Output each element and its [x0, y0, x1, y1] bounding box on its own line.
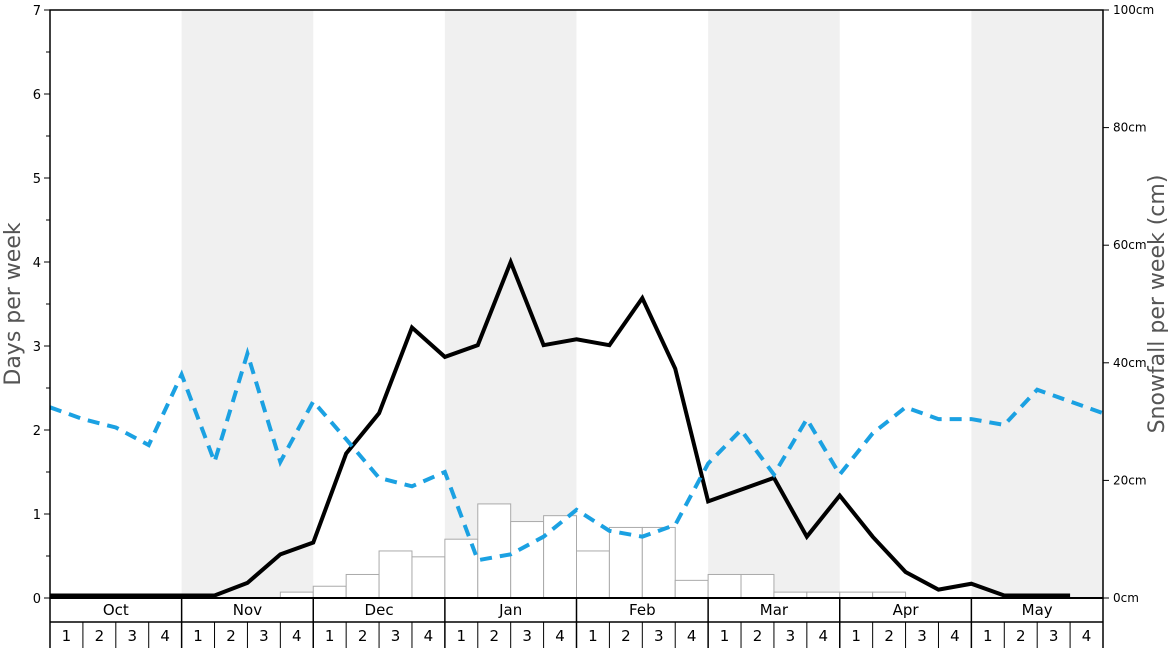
- lines-layer: [49, 256, 1104, 598]
- month-label-jan: Jan: [498, 601, 522, 619]
- week-label: 1: [325, 627, 335, 645]
- week-label: 1: [983, 627, 993, 645]
- week-label: 4: [292, 627, 302, 645]
- snowfall-bar: [641, 526, 676, 599]
- snowfall-bar: [543, 515, 577, 599]
- week-label: 4: [555, 627, 565, 645]
- snowfall-bar: [674, 579, 709, 599]
- snowfall-bar: [345, 573, 380, 599]
- y-left-tick-label: 2: [33, 424, 41, 439]
- y-right-tick-label: 80cm: [1113, 121, 1147, 135]
- month-shade-may: [971, 10, 1103, 598]
- week-label: 3: [1049, 627, 1059, 645]
- snowfall-bar: [608, 526, 643, 599]
- week-label: 2: [753, 627, 763, 645]
- solid-series-line: [50, 256, 1071, 598]
- snowfall-bar: [312, 585, 347, 599]
- week-label: 2: [621, 627, 631, 645]
- week-label: 3: [917, 627, 927, 645]
- y-right-axis-title: Snowfall per week (cm): [1145, 175, 1168, 434]
- month-shade-nov: [181, 10, 314, 598]
- week-label: 1: [457, 627, 467, 645]
- week-label: 4: [1082, 627, 1092, 645]
- axis-labels-layer: Days per week Snowfall per week (cm): [1, 175, 1168, 434]
- y-left-tick-label: 1: [33, 508, 41, 523]
- week-label: 2: [358, 627, 368, 645]
- y-right-tick-label: 0cm: [1113, 591, 1139, 605]
- week-label: 3: [259, 627, 269, 645]
- y-left-tick-label: 3: [33, 340, 41, 355]
- week-label: 4: [424, 627, 434, 645]
- month-label-apr: Apr: [893, 601, 920, 619]
- week-label: 1: [62, 627, 72, 645]
- snowfall-bar: [477, 503, 512, 599]
- snowfall-bar: [378, 550, 413, 599]
- week-label: 4: [687, 627, 697, 645]
- snowfall-bar: [707, 573, 742, 599]
- month-label-oct: Oct: [103, 601, 129, 619]
- y-left-axis-title: Days per week: [1, 222, 26, 385]
- week-label: 4: [950, 627, 960, 645]
- week-label: 2: [884, 627, 894, 645]
- week-label: 2: [1016, 627, 1026, 645]
- month-label-feb: Feb: [629, 601, 656, 619]
- week-label: 2: [95, 627, 105, 645]
- week-label: 3: [391, 627, 401, 645]
- month-shading-layer: [181, 10, 1103, 598]
- snowfall-bar: [576, 550, 610, 599]
- snowfall-bar: [740, 573, 775, 599]
- week-label: 3: [522, 627, 532, 645]
- y-left-tick-label: 7: [33, 4, 41, 19]
- month-label-dec: Dec: [365, 601, 394, 619]
- month-shade-mar: [708, 10, 840, 598]
- week-label: 3: [654, 627, 664, 645]
- week-label: 4: [160, 627, 170, 645]
- dashed-series-line: [49, 346, 1104, 563]
- snowfall-bar: [411, 556, 446, 599]
- y-right-tick-label: 60cm: [1113, 238, 1147, 252]
- week-label: 1: [720, 627, 730, 645]
- week-label: 2: [226, 627, 236, 645]
- week-label: 1: [193, 627, 203, 645]
- month-shade-jan: [444, 10, 577, 598]
- week-label: 1: [588, 627, 598, 645]
- y-right-tick-label: 20cm: [1113, 473, 1147, 487]
- y-left-tick-label: 0: [33, 592, 41, 607]
- week-label: 4: [819, 627, 829, 645]
- snowfall-bar: [510, 521, 545, 599]
- y-left-tick-label: 4: [33, 256, 41, 271]
- y-left-tick-label: 6: [33, 88, 41, 103]
- week-label: 1: [851, 627, 861, 645]
- y-right-tick-label: 100cm: [1113, 3, 1154, 17]
- snowfall-bars-layer: [279, 503, 907, 599]
- week-label: 2: [489, 627, 499, 645]
- month-label-mar: Mar: [760, 601, 789, 619]
- week-label: 3: [127, 627, 137, 645]
- y-right-tick-label: 40cm: [1113, 356, 1147, 370]
- y-left-tick-label: 5: [33, 172, 41, 187]
- week-label: 3: [786, 627, 796, 645]
- month-label-nov: Nov: [233, 601, 262, 619]
- axes-layer: 0 1 2 3 4 5 6 7 0cm 20cm 40cm 60cm 80cm 100cm Oct 1 2 3 4 N…: [33, 3, 1154, 648]
- month-label-may: May: [1022, 601, 1053, 619]
